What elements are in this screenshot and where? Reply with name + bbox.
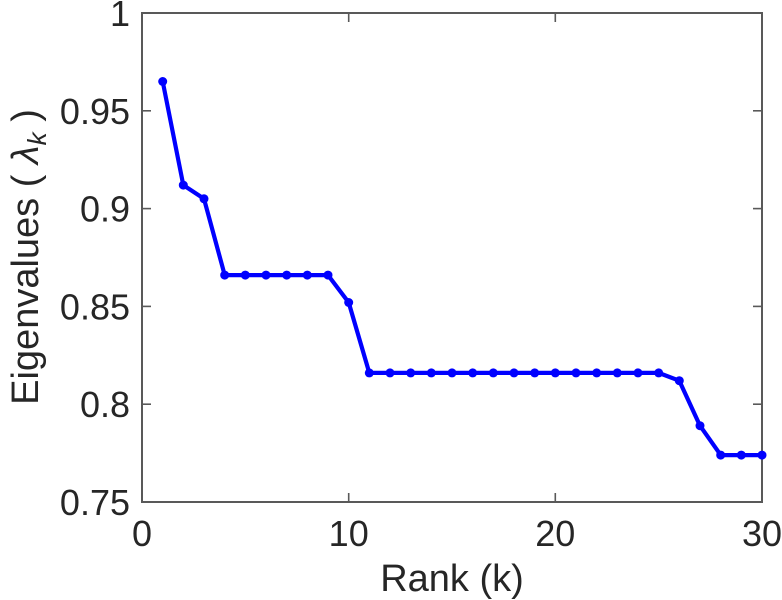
data-point-marker xyxy=(674,376,684,386)
y-axis-label: Eigenvalues ( λk ) xyxy=(5,109,52,405)
data-point-marker xyxy=(364,368,374,378)
data-point-marker xyxy=(323,270,333,280)
y-tick-label: 0.95 xyxy=(60,91,130,132)
data-point-marker xyxy=(302,270,312,280)
data-point-marker xyxy=(385,368,395,378)
x-axis-label: Rank (k) xyxy=(380,558,524,600)
x-tick-label: 10 xyxy=(329,513,369,554)
data-point-marker xyxy=(757,450,767,460)
data-point-marker xyxy=(199,194,209,204)
data-point-marker xyxy=(178,180,188,190)
y-tick-label: 0.85 xyxy=(60,286,130,327)
data-point-marker xyxy=(344,298,354,307)
data-point-marker xyxy=(158,77,168,86)
data-point-marker xyxy=(447,368,457,378)
series-layer xyxy=(158,77,767,460)
data-point-marker xyxy=(261,270,271,280)
y-label-prefix: Eigenvalues ( xyxy=(5,164,47,405)
data-point-marker xyxy=(716,450,726,460)
data-point-marker xyxy=(406,368,416,378)
y-tick-label: 1 xyxy=(110,0,130,34)
data-point-marker xyxy=(240,270,250,280)
y-tick-label: 0.9 xyxy=(80,189,130,230)
y-tick-label: 0.8 xyxy=(80,384,130,425)
data-point-marker xyxy=(220,270,230,280)
data-point-marker xyxy=(426,368,436,378)
data-point-marker xyxy=(633,368,643,378)
data-point-marker xyxy=(736,450,746,460)
x-tick-label: 30 xyxy=(742,513,782,554)
data-point-marker xyxy=(592,368,602,378)
lambda-subscript: k xyxy=(22,130,52,145)
x-tick-label: 0 xyxy=(132,513,152,554)
lambda-symbol: λ xyxy=(5,145,47,166)
data-point-marker xyxy=(612,368,622,378)
data-point-marker xyxy=(509,368,519,378)
axes-layer: 0 10 20 30 0.75 0.8 0.85 0.9 0.95 1 xyxy=(60,0,782,554)
data-point-marker xyxy=(571,368,581,378)
data-point-marker xyxy=(468,368,478,378)
y-tick-label: 0.75 xyxy=(60,482,130,523)
data-point-marker xyxy=(488,368,498,378)
data-point-marker xyxy=(654,368,664,378)
data-point-marker xyxy=(695,421,705,431)
data-point-marker xyxy=(550,368,560,378)
data-point-marker xyxy=(282,270,292,280)
series-line xyxy=(160,79,765,458)
data-point-marker xyxy=(530,368,540,378)
x-tick-label: 20 xyxy=(535,513,575,554)
y-label-suffix: ) xyxy=(5,109,47,132)
plot-box xyxy=(141,12,763,503)
